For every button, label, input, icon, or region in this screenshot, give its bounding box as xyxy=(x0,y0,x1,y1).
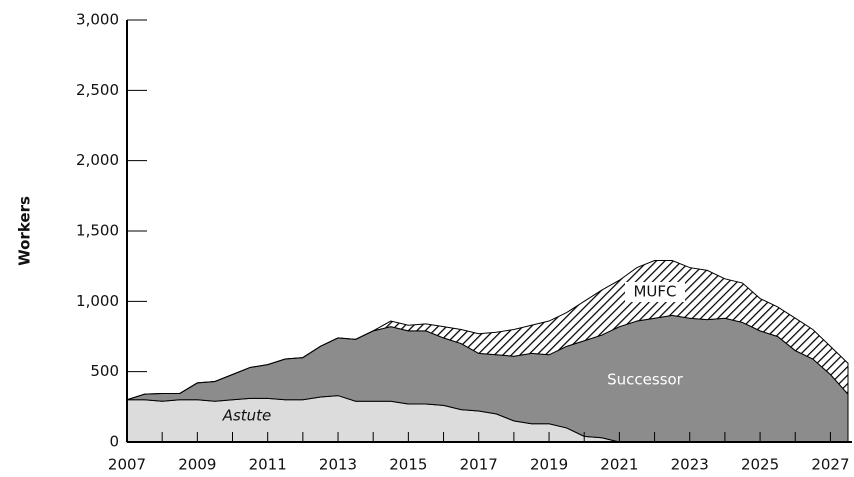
y-tick-label: 0 xyxy=(109,433,119,451)
x-tick-label: 2019 xyxy=(530,456,568,474)
x-tick-label: 2017 xyxy=(460,456,498,474)
y-tick-label: 500 xyxy=(90,362,119,380)
x-tick-label: 2007 xyxy=(108,456,146,474)
y-tick-label: 1,000 xyxy=(76,292,119,310)
x-tick-label: 2027 xyxy=(811,456,849,474)
y-axis-label: Workers xyxy=(16,196,34,266)
y-tick-label: 2,000 xyxy=(76,151,119,169)
x-tick-label: 2015 xyxy=(389,456,427,474)
x-tick-label: 2009 xyxy=(178,456,216,474)
y-tick-label: 1,500 xyxy=(76,222,119,240)
y-tick-label: 3,000 xyxy=(76,11,119,29)
x-tick-label: 2025 xyxy=(741,456,779,474)
x-tick-label: 2011 xyxy=(249,456,287,474)
y-tick-label: 2,500 xyxy=(76,81,119,99)
x-tick-label: 2023 xyxy=(671,456,709,474)
series-label: Successor xyxy=(607,371,684,389)
label-background xyxy=(625,282,685,302)
series-label: MUFC xyxy=(633,283,676,301)
x-tick-label: 2013 xyxy=(319,456,357,474)
x-tick-label: 2021 xyxy=(600,456,638,474)
series-label: Astute xyxy=(222,407,272,425)
